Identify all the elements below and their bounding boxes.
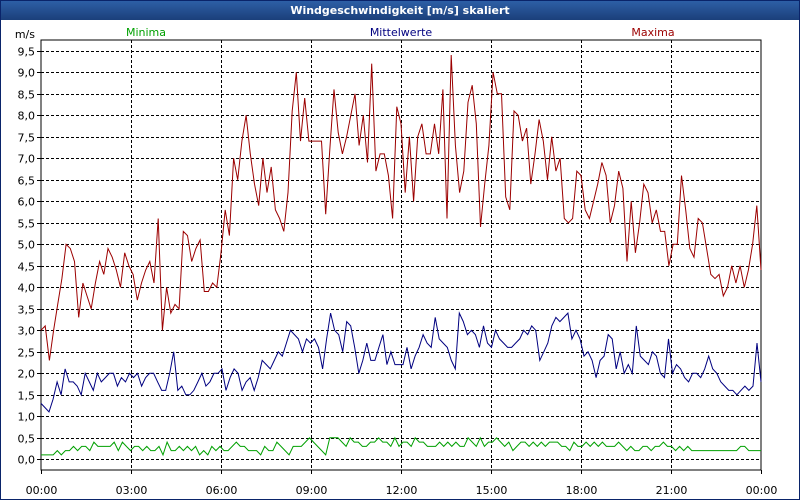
y-tick-label: 9,5	[18, 46, 36, 59]
y-tick-label: 2,5	[18, 347, 36, 360]
y-tick-label: 6,5	[18, 175, 36, 188]
y-tick-label: 4,5	[18, 261, 36, 274]
y-tick-label: 6,0	[18, 196, 36, 209]
legend-minima: Minima	[126, 26, 166, 39]
y-tick-label: 9,0	[18, 67, 36, 80]
y-tick-label: 3,0	[18, 325, 36, 338]
y-tick-label: 1,0	[18, 411, 36, 424]
series-line-maxima	[40, 54, 762, 361]
x-tick-time: 09:00	[296, 484, 328, 497]
x-tick-time: 18:00	[566, 484, 598, 497]
chart-canvas: 0,0 0,5 1,0 1,5 2,0 2,5 3,0 3,5 4,0 4,5 5,0 5,5 6,0 6…	[15, 26, 778, 497]
window-title: Windgeschwindigkeit [m/s] skaliert	[1, 1, 799, 20]
legend-maxima: Maxima	[631, 26, 674, 39]
legend-mittelwerte: Mittelwerte	[370, 26, 433, 39]
series-line-mittelwerte	[40, 311, 762, 413]
y-axis-label: m/s	[15, 28, 35, 41]
series-line-minima	[41, 436, 761, 457]
y-tick-label: 8,5	[18, 89, 36, 102]
x-tick-time: 00:00	[26, 484, 58, 497]
y-tick-label: 4,0	[18, 282, 36, 295]
y-tick-label: 1,5	[18, 390, 36, 403]
y-tick-label: 0,0	[18, 454, 36, 467]
y-tick-label: 5,0	[18, 239, 36, 252]
y-tick-label: 5,5	[18, 218, 36, 231]
x-tick-time: 06:00	[206, 484, 238, 497]
y-tick-label: 3,5	[18, 304, 36, 317]
y-tick-label: 7,5	[18, 132, 36, 145]
x-tick-time: 15:00	[476, 484, 508, 497]
x-tick-time: 00:00	[746, 484, 778, 497]
y-tick-label: 0,5	[18, 433, 36, 446]
x-tick-time: 03:00	[116, 484, 148, 497]
y-tick-label: 8,0	[18, 110, 36, 123]
y-tick-label: 7,0	[18, 153, 36, 166]
x-tick-time: 12:00	[386, 484, 418, 497]
x-tick-time: 21:00	[656, 484, 688, 497]
y-tick-label: 2,0	[18, 368, 36, 381]
